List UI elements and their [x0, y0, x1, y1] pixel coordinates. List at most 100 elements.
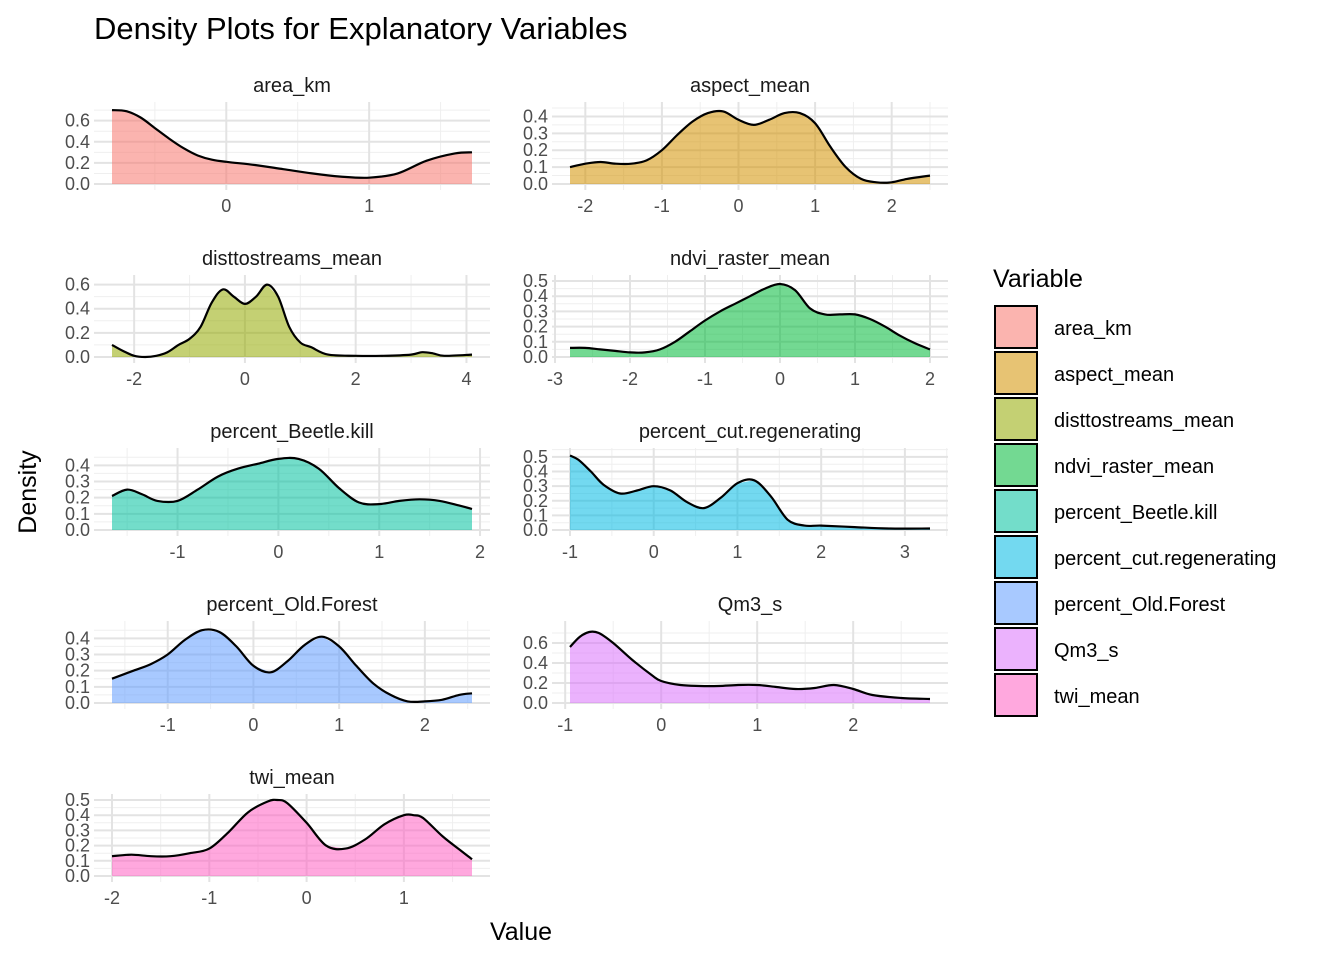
legend-item-ndvi_raster_mean: ndvi_raster_mean: [994, 443, 1214, 487]
x-tick-label: 0: [248, 715, 258, 735]
y-tick-label: 0.6: [65, 275, 90, 295]
y-tick-label: 0.4: [523, 106, 548, 126]
x-tick-label: 2: [351, 369, 361, 389]
x-tick-label: 2: [816, 542, 826, 562]
x-tick-label: -1: [562, 542, 578, 562]
y-tick-label: 0.2: [65, 323, 90, 343]
chart-title: Density Plots for Explanatory Variables: [94, 11, 628, 46]
panel-disttostreams_mean: disttostreams_mean -2 0 2 4 0.0 0.2 0.4 0.6: [65, 248, 490, 389]
y-tick-label: 0.6: [523, 633, 548, 653]
y-tick-label: 0.4: [65, 805, 90, 825]
x-tick-label: 0: [273, 542, 283, 562]
density-line-ndvi_raster_mean: [569, 282, 931, 354]
y-tick-label: 0.2: [523, 491, 548, 511]
x-tick-label: 1: [399, 888, 409, 908]
density-area-percent_Old.Forest: [112, 630, 472, 703]
legend-swatch: [994, 305, 1038, 349]
legend-label: area_km: [1054, 318, 1132, 340]
x-tick-label: 2: [475, 542, 485, 562]
x-tick-label: 1: [810, 196, 820, 216]
legend-label: percent_Old.Forest: [1054, 594, 1226, 616]
y-tick-label: 0.1: [65, 504, 90, 524]
legend-swatch: [994, 535, 1038, 579]
legend-swatch: [994, 443, 1038, 487]
y-tick-label: 0.3: [523, 123, 548, 143]
x-tick-label: -1: [697, 369, 713, 389]
panel-Qm3_s: Qm3_s -1 0 1 2 0.00.20.40.6: [523, 594, 948, 735]
density-area-area_km: [112, 110, 472, 184]
strip-label: percent_Beetle.kill: [210, 421, 373, 443]
legend-label: Qm3_s: [1054, 640, 1118, 662]
y-tick-label: 0.3: [523, 301, 548, 321]
x-axis-title: Value: [490, 918, 552, 946]
legend-item-twi_mean: twi_mean: [994, 673, 1140, 717]
x-tick-label: -1: [654, 196, 670, 216]
panel-ndvi_raster_mean: ndvi_raster_mean -3 -2 -1 0 1 2 0.00.10.20.30.4…: [523, 248, 948, 389]
y-tick-label: 0.0: [65, 866, 90, 886]
y-tick-label: 0.0: [523, 174, 548, 194]
legend-swatch: [994, 581, 1038, 625]
x-tick-label: -1: [170, 542, 186, 562]
panel-percent_Beetle.kill: percent_Beetle.kill -1 0 1 2 0.00.10.20.30.4: [65, 421, 490, 562]
y-tick-label: 0.3: [65, 644, 90, 664]
strip-label: area_km: [253, 75, 331, 97]
legend-item-percent_cut.regenerating: percent_cut.regenerating: [994, 535, 1276, 579]
legend-item-aspect_mean: aspect_mean: [994, 351, 1174, 395]
strip-label: Qm3_s: [718, 594, 782, 616]
x-tick-label: 0: [734, 196, 744, 216]
legend-item-percent_Beetle.kill: percent_Beetle.kill: [994, 489, 1217, 533]
x-tick-label: -2: [126, 369, 142, 389]
legend-label: percent_cut.regenerating: [1054, 548, 1276, 570]
density-line-disttostreams_mean: [111, 283, 473, 359]
y-axis-title: Density: [14, 450, 42, 534]
density-line-aspect_mean: [569, 109, 931, 184]
legend-title: Variable: [993, 265, 1083, 293]
x-tick-label: -1: [201, 888, 217, 908]
strip-label: percent_Old.Forest: [206, 594, 378, 616]
y-tick-label: 0.2: [523, 140, 548, 160]
legend-label: ndvi_raster_mean: [1054, 456, 1214, 478]
x-tick-label: 2: [925, 369, 935, 389]
y-tick-label: 0.0: [65, 520, 90, 540]
x-tick-label: 4: [461, 369, 471, 389]
y-tick-label: 0.2: [523, 673, 548, 693]
x-tick-label: -2: [577, 196, 593, 216]
x-tick-label: 0: [656, 715, 666, 735]
panel-percent_cut.regenerating: percent_cut.regenerating-1 0 1 2 30.00.10.20…: [523, 421, 948, 562]
y-tick-label: 0.4: [65, 455, 90, 475]
y-tick-label: 0.5: [523, 271, 548, 291]
legend-label: aspect_mean: [1054, 364, 1174, 386]
x-tick-label: 2: [420, 715, 430, 735]
x-tick-label: -3: [547, 369, 563, 389]
y-tick-label: 0.2: [65, 661, 90, 681]
density-line-area_km: [111, 109, 473, 179]
legend-label: disttostreams_mean: [1054, 410, 1234, 432]
y-tick-label: 0.1: [523, 157, 548, 177]
legend-label: twi_mean: [1054, 686, 1140, 708]
x-tick-label: 1: [364, 196, 374, 216]
y-tick-label: 0.3: [523, 476, 548, 496]
x-tick-label: 0: [221, 196, 231, 216]
y-tick-label: 0.4: [523, 462, 548, 482]
y-tick-label: 0.0: [523, 693, 548, 713]
legend-item-percent_Old.Forest: percent_Old.Forest: [994, 581, 1226, 625]
y-tick-label: 0.3: [65, 471, 90, 491]
legend-swatch: [994, 351, 1038, 395]
panel-twi_mean: twi_mean -2 -1 0 1 0.00.10.20.30.40.5: [65, 767, 490, 908]
x-tick-label: 3: [900, 542, 910, 562]
density-area-Qm3_s: [570, 632, 930, 703]
strip-label: ndvi_raster_mean: [670, 248, 830, 270]
y-tick-label: 0.0: [523, 347, 548, 367]
legend: Variable area_km aspect_mean disttostreams…: [993, 265, 1276, 717]
legend-item-area_km: area_km: [994, 305, 1132, 349]
y-tick-label: 0.0: [65, 174, 90, 194]
density-line-percent_Old.Forest: [111, 628, 473, 704]
y-tick-label: 0.1: [65, 851, 90, 871]
strip-label: aspect_mean: [690, 75, 810, 97]
y-tick-label: 0.3: [65, 820, 90, 840]
x-tick-label: 1: [732, 542, 742, 562]
density-area-percent_Beetle.kill: [112, 458, 472, 530]
y-tick-label: 0.4: [523, 653, 548, 673]
